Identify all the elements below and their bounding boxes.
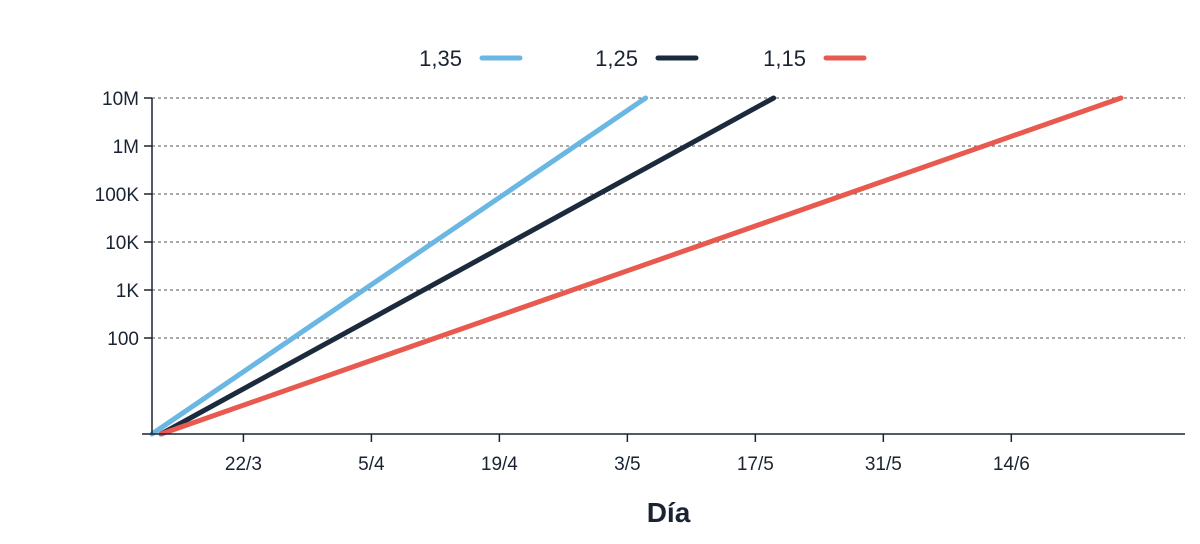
- grid: [152, 97, 1185, 339]
- x-tick-label: 19/4: [481, 454, 518, 475]
- y-tick-label: 10M: [102, 89, 139, 110]
- x-axis-title: Día: [647, 497, 691, 528]
- legend: 1,35 1,25 1,15: [419, 46, 867, 71]
- x-tick-label: 22/3: [225, 454, 262, 475]
- x-tick-label: 5/4: [358, 454, 385, 475]
- x-tick-label: 17/5: [737, 454, 774, 475]
- x-tick-label: 14/6: [993, 454, 1030, 475]
- series-lines: [149, 95, 1124, 437]
- axes: [142, 98, 1185, 435]
- y-tick-label: 100: [107, 329, 139, 350]
- series-line-2: [158, 95, 1124, 437]
- y-tick-label: 1M: [113, 137, 139, 158]
- x-tick-label: 3/5: [614, 454, 640, 475]
- series-line-1: [158, 95, 777, 437]
- legend-label: 1,15: [763, 46, 806, 71]
- y-axis-ticks: 100 1K 10K 100K 1M 10M: [95, 89, 152, 350]
- legend-label: 1,35: [419, 46, 462, 71]
- x-tick-label: 31/5: [865, 454, 902, 475]
- y-tick-label: 100K: [95, 185, 140, 206]
- x-axis-ticks: 22/3 5/4 19/4 3/5 17/5 31/5 14/6: [225, 434, 1030, 475]
- legend-label: 1,25: [595, 46, 638, 71]
- series-line-0: [149, 95, 649, 437]
- y-tick-label: 1K: [116, 281, 140, 302]
- y-tick-label: 10K: [105, 233, 139, 254]
